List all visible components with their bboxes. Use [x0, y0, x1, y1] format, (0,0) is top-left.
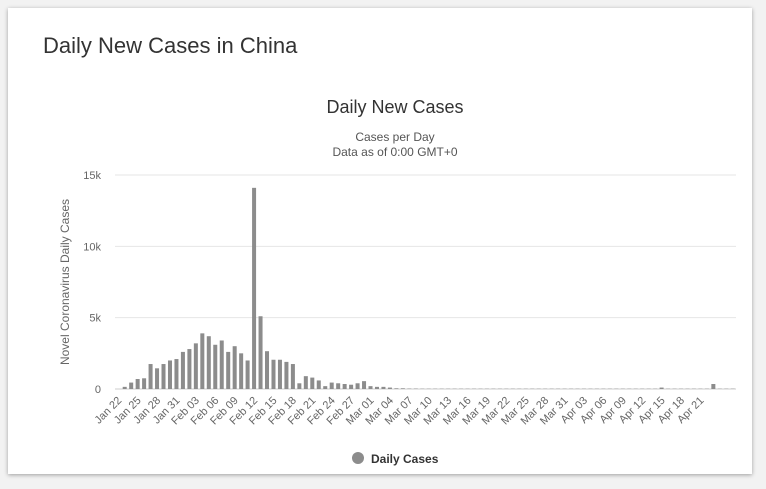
- bar[interactable]: [323, 386, 328, 389]
- bar[interactable]: [349, 384, 354, 389]
- bar[interactable]: [148, 364, 153, 389]
- bars: [122, 187, 735, 389]
- bar[interactable]: [342, 384, 347, 389]
- bar[interactable]: [374, 386, 379, 389]
- bar[interactable]: [129, 382, 134, 389]
- bar[interactable]: [284, 361, 289, 389]
- bar[interactable]: [329, 382, 334, 389]
- bar[interactable]: [400, 388, 405, 389]
- bar[interactable]: [310, 377, 315, 389]
- bar[interactable]: [142, 378, 147, 389]
- chart-title: Daily New Cases: [326, 97, 463, 117]
- bar[interactable]: [258, 316, 263, 389]
- bar[interactable]: [161, 364, 166, 389]
- bar[interactable]: [245, 360, 250, 389]
- legend-item-daily-cases[interactable]: Daily Cases: [352, 452, 439, 466]
- bar[interactable]: [155, 368, 160, 389]
- bar[interactable]: [336, 383, 341, 389]
- chart-subtitle-line-1: Cases per Day: [355, 130, 434, 144]
- bar[interactable]: [167, 360, 172, 389]
- legend-marker-icon: [352, 452, 364, 464]
- y-axis-label: Novel Coronavirus Daily Cases: [58, 199, 72, 365]
- bar[interactable]: [252, 187, 257, 389]
- y-tick-label: 5k: [89, 313, 101, 325]
- bar[interactable]: [290, 364, 295, 389]
- bar[interactable]: [316, 380, 321, 389]
- bar[interactable]: [174, 359, 179, 389]
- bar[interactable]: [394, 388, 399, 389]
- grid-lines: [115, 174, 736, 390]
- bar[interactable]: [200, 333, 205, 389]
- bar[interactable]: [219, 340, 224, 389]
- bar[interactable]: [135, 379, 140, 389]
- bar[interactable]: [206, 336, 211, 389]
- bar[interactable]: [711, 384, 716, 389]
- y-tick-label: 0: [95, 384, 101, 396]
- chart-subtitle-line-2: Data as of 0:00 GMT+0: [332, 145, 457, 159]
- bar[interactable]: [362, 381, 367, 389]
- bar[interactable]: [122, 386, 127, 389]
- bar[interactable]: [239, 353, 244, 389]
- bar[interactable]: [355, 383, 360, 389]
- bar[interactable]: [387, 387, 392, 389]
- bar[interactable]: [180, 351, 185, 389]
- bar[interactable]: [213, 344, 218, 389]
- bar[interactable]: [368, 386, 373, 389]
- bar[interactable]: [193, 343, 198, 389]
- bar[interactable]: [226, 351, 231, 389]
- y-tick-label: 15k: [83, 170, 101, 182]
- y-tick-labels: 0 5k 10k 15k: [83, 170, 101, 396]
- bar[interactable]: [271, 359, 276, 389]
- bar[interactable]: [265, 351, 270, 389]
- bar[interactable]: [187, 349, 192, 389]
- y-tick-label: 10k: [83, 241, 101, 253]
- bar[interactable]: [297, 383, 302, 389]
- bar[interactable]: [277, 359, 282, 389]
- chart-card: Daily New Cases in China: [8, 8, 752, 474]
- bar[interactable]: [232, 346, 237, 389]
- bar[interactable]: [381, 386, 386, 389]
- page-title: Daily New Cases in China: [43, 33, 298, 58]
- legend-label: Daily Cases: [371, 452, 439, 466]
- bar[interactable]: [303, 376, 308, 389]
- bar[interactable]: [659, 387, 664, 389]
